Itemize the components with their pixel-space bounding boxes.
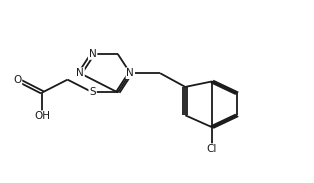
Text: Cl: Cl xyxy=(207,144,217,154)
Text: O: O xyxy=(13,75,21,85)
Text: N: N xyxy=(127,68,134,78)
Text: S: S xyxy=(89,87,96,97)
Text: OH: OH xyxy=(35,111,50,121)
Text: N: N xyxy=(76,68,84,78)
Text: N: N xyxy=(89,49,96,59)
